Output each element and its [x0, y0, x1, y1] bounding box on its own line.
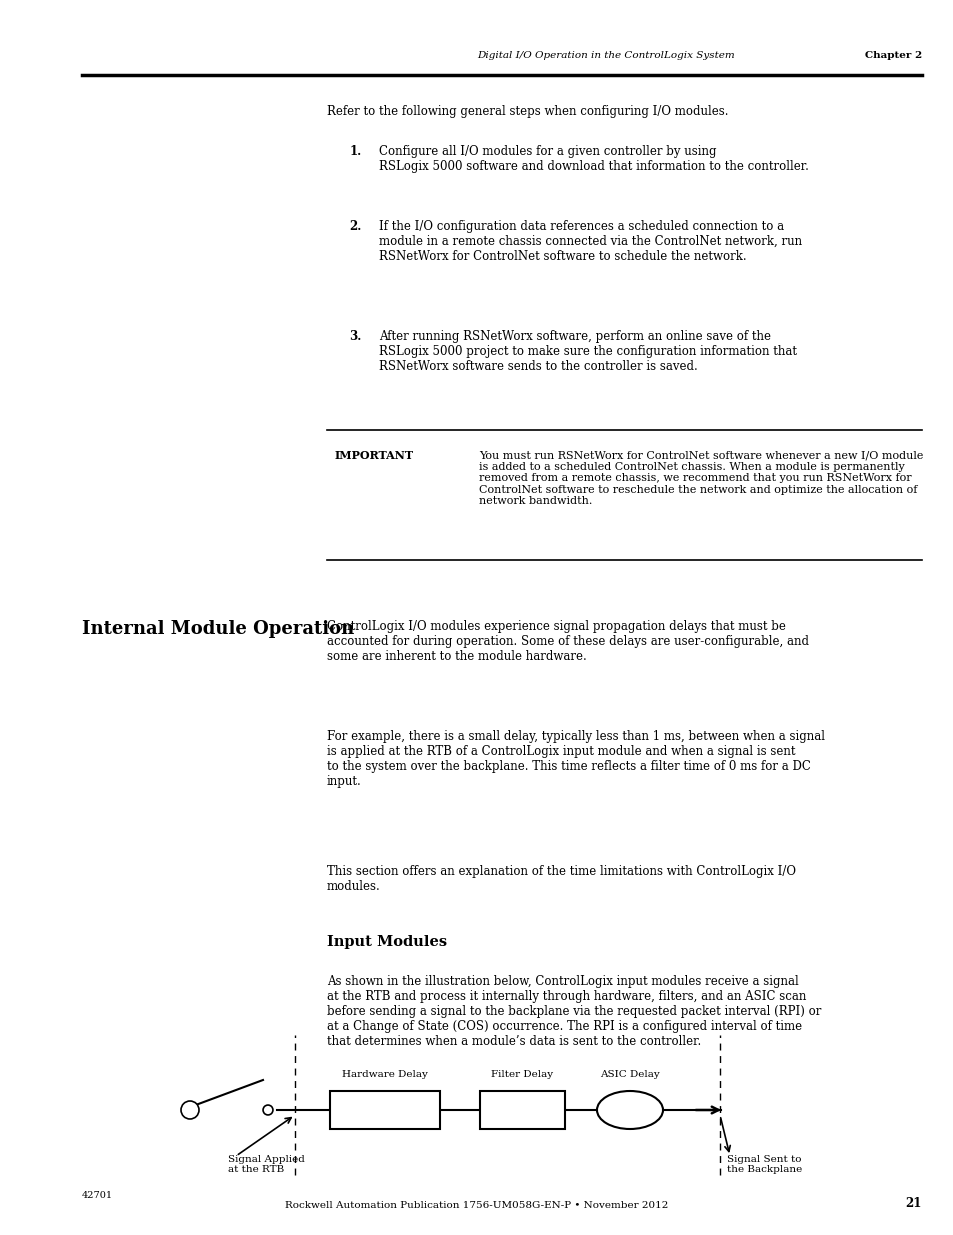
Circle shape	[263, 1105, 273, 1115]
Text: Digital I/O Operation in the ControlLogix System: Digital I/O Operation in the ControlLogi…	[476, 51, 734, 61]
Text: ASIC Delay: ASIC Delay	[599, 1070, 659, 1079]
Text: 1.: 1.	[350, 144, 361, 158]
Bar	[479, 1091, 564, 1129]
Text: This section offers an explanation of the time limitations with ControlLogix I/O: This section offers an explanation of th…	[327, 864, 795, 893]
Text: ControlLogix I/O modules experience signal propagation delays that must be
accou: ControlLogix I/O modules experience sign…	[327, 620, 808, 663]
Text: For example, there is a small delay, typically less than 1 ms, between when a si: For example, there is a small delay, typ…	[327, 730, 824, 788]
Text: Hardware Delay: Hardware Delay	[342, 1070, 428, 1079]
Text: Input Modules: Input Modules	[327, 935, 447, 948]
Text: 2.: 2.	[349, 220, 361, 233]
Text: If the I/O configuration data references a scheduled connection to a
module in a: If the I/O configuration data references…	[378, 220, 801, 263]
Text: As shown in the illustration below, ControlLogix input modules receive a signal
: As shown in the illustration below, Cont…	[327, 974, 821, 1049]
Text: Refer to the following general steps when configuring I/O modules.: Refer to the following general steps whe…	[327, 105, 728, 119]
Text: After running RSNetWorx software, perform an online save of the
RSLogix 5000 pro: After running RSNetWorx software, perfor…	[378, 330, 796, 373]
Text: Configure all I/O modules for a given controller by using
RSLogix 5000 software : Configure all I/O modules for a given co…	[378, 144, 808, 173]
Text: 42701: 42701	[82, 1191, 113, 1200]
Text: Internal Module Operation: Internal Module Operation	[82, 620, 354, 638]
Circle shape	[181, 1100, 199, 1119]
Text: Chapter 2: Chapter 2	[863, 51, 921, 61]
Text: 21: 21	[904, 1197, 921, 1210]
Ellipse shape	[597, 1091, 662, 1129]
Text: Rockwell Automation Publication 1756-UM058G-EN-P • November 2012: Rockwell Automation Publication 1756-UM0…	[285, 1200, 668, 1210]
Text: IMPORTANT: IMPORTANT	[335, 450, 414, 461]
Text: Signal Applied
at the RTB: Signal Applied at the RTB	[228, 1155, 305, 1174]
Text: 3.: 3.	[349, 330, 361, 343]
Bar	[330, 1091, 439, 1129]
Text: Filter Delay: Filter Delay	[491, 1070, 553, 1079]
Text: Signal Sent to
the Backplane: Signal Sent to the Backplane	[726, 1155, 801, 1174]
Text: You must run RSNetWorx for ControlNet software whenever a new I/O module
is adde: You must run RSNetWorx for ControlNet so…	[478, 450, 923, 506]
